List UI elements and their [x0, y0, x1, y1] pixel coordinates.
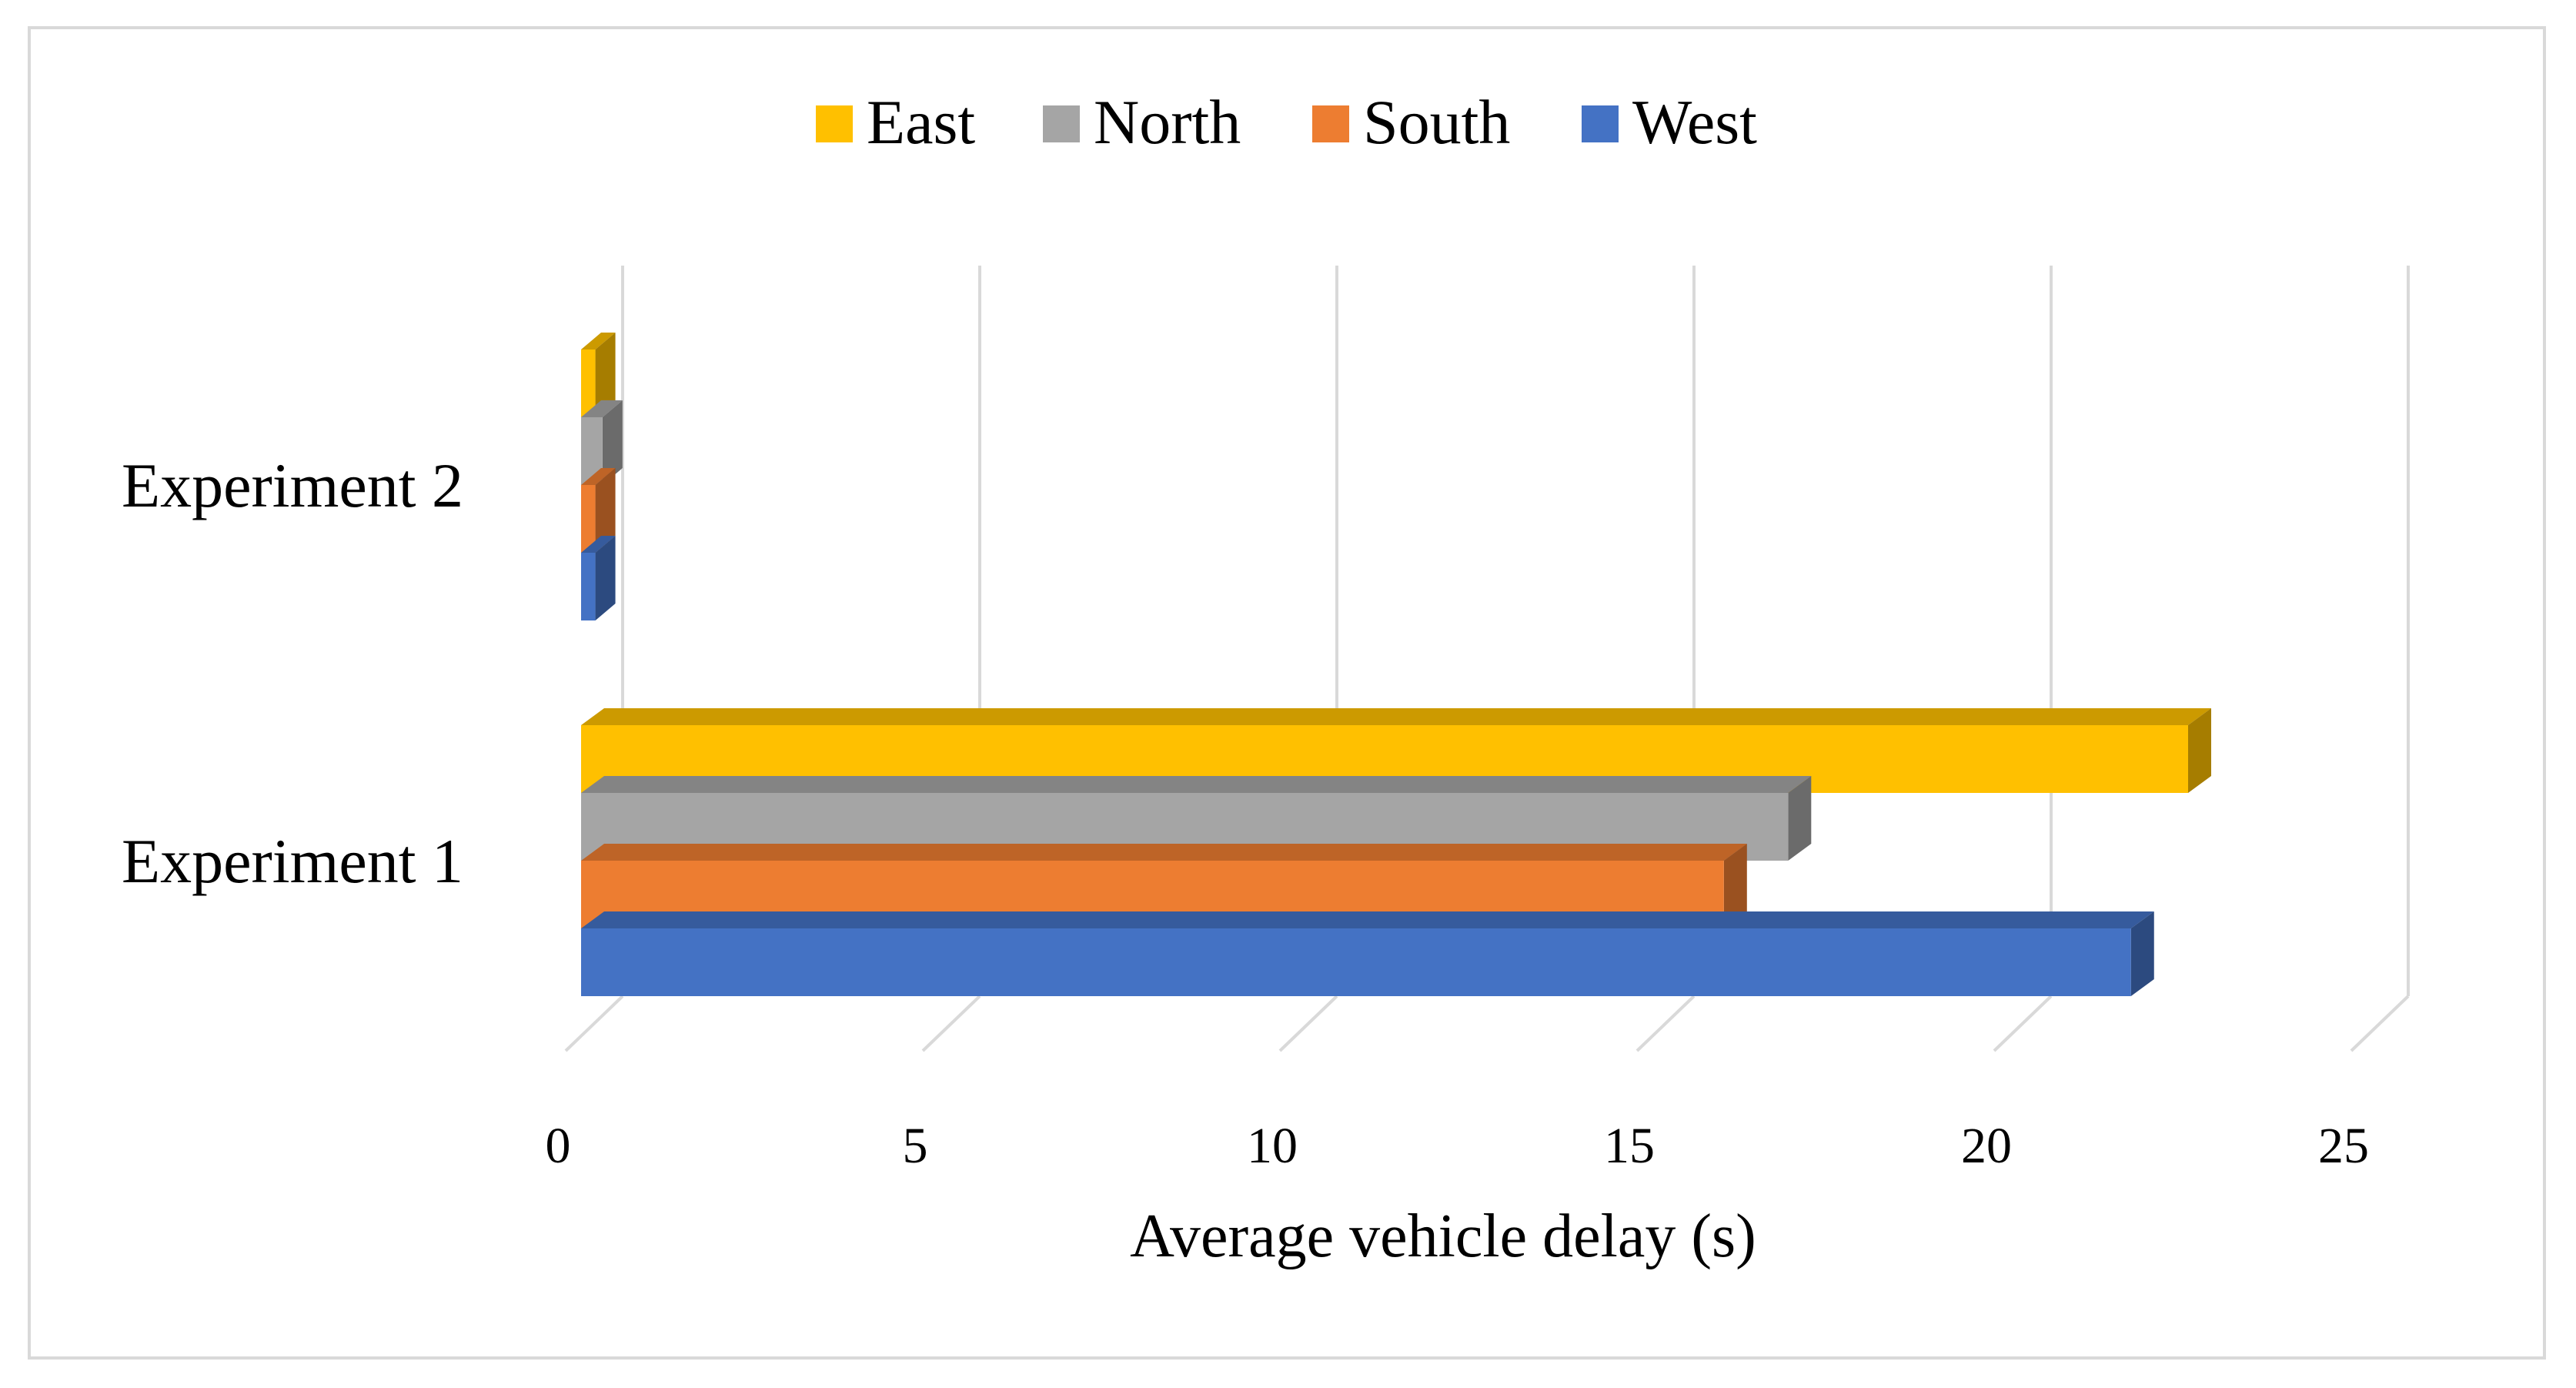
- x-tick-label-25: 25: [2318, 1118, 2369, 1174]
- legend-swatch-south: [1312, 105, 1349, 142]
- bar-experiment-2-west-top-face: [581, 536, 616, 553]
- legend-label-west: West: [1632, 87, 1757, 157]
- floor-line-25: [2350, 995, 2410, 1052]
- category-label-experiment-1: Experiment 1: [122, 826, 463, 896]
- floor-line-10: [1278, 995, 1338, 1052]
- bars: [581, 333, 2211, 996]
- x-tick-label-0: 0: [546, 1118, 571, 1174]
- legend-item-north[interactable]: North: [1043, 87, 1241, 157]
- bar-experiment-2-east-top-face: [581, 333, 616, 350]
- floor-line-5: [921, 995, 981, 1052]
- legend-swatch-north: [1043, 105, 1080, 142]
- x-tick-label-5: 5: [903, 1118, 928, 1174]
- bar-experiment-2-south-front-face: [581, 485, 596, 553]
- bar-experiment-1-west-top-face: [581, 911, 2154, 928]
- bar-experiment-2-north-side-face: [602, 400, 623, 485]
- legend-item-east[interactable]: East: [816, 87, 975, 157]
- category-label-experiment-2: Experiment 2: [122, 450, 463, 520]
- x-axis-tick-labels: 0 5 10 15 20 25: [546, 1118, 2370, 1174]
- x-tick-label-15: 15: [1604, 1118, 1655, 1174]
- bar-experiment-2-east-side-face: [595, 333, 616, 417]
- bar-experiment-1-south-side-face: [1723, 844, 1747, 928]
- bar-experiment-2-south[interactable]: [581, 468, 616, 553]
- floor-line-15: [1635, 995, 1696, 1052]
- legend-label-south: South: [1363, 87, 1510, 157]
- legend-swatch-east: [816, 105, 853, 142]
- x-tick-label-10: 10: [1247, 1118, 1298, 1174]
- y-axis-category-labels: Experiment 1 Experiment 2: [122, 450, 463, 896]
- bar-experiment-1-north-top-face: [581, 776, 1812, 793]
- bar-experiment-2-west[interactable]: [581, 536, 616, 620]
- bar-experiment-1-east-side-face: [2188, 708, 2211, 793]
- bar-experiment-2-east-front-face: [581, 350, 596, 417]
- legend-label-east: East: [867, 87, 975, 157]
- bar-experiment-1-north-side-face: [1788, 776, 1812, 861]
- floor-line-20: [1993, 995, 2053, 1052]
- bar-experiment-1-west-front-face: [581, 928, 2131, 996]
- floor-line-0: [564, 995, 624, 1052]
- bar-experiment-2-west-side-face: [595, 536, 616, 620]
- bar-experiment-1-south-top-face: [581, 844, 1747, 861]
- bar-experiment-1-west-side-face: [2130, 911, 2154, 996]
- bar-experiment-1-west[interactable]: [581, 911, 2154, 996]
- legend-item-south[interactable]: South: [1312, 87, 1510, 157]
- legend-label-north: North: [1094, 87, 1241, 157]
- legend-swatch-west: [1582, 105, 1619, 142]
- bar-experiment-2-south-top-face: [581, 468, 616, 485]
- bar-experiment-2-south-side-face: [595, 468, 616, 553]
- bar-experiment-2-east[interactable]: [581, 333, 616, 417]
- bar-experiment-2-west-front-face: [581, 553, 596, 620]
- legend[interactable]: East North South West: [816, 87, 1757, 157]
- x-tick-label-20: 20: [1961, 1118, 2012, 1174]
- bar-experiment-2-north-top-face: [581, 400, 623, 417]
- bar-experiment-1-east-top-face: [581, 708, 2211, 725]
- legend-item-west[interactable]: West: [1582, 87, 1757, 157]
- chart-frame: [28, 26, 2546, 1360]
- x-axis-title: Average vehicle delay (s): [1130, 1202, 1756, 1270]
